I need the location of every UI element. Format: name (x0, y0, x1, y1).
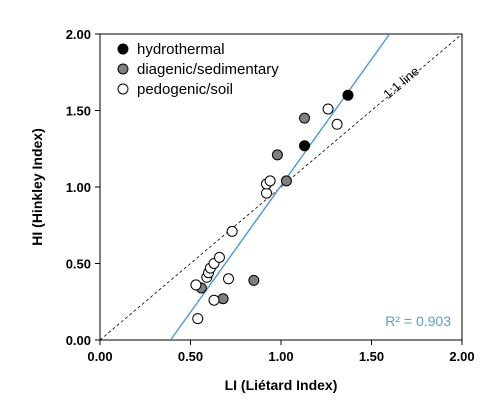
legend-marker (117, 83, 129, 95)
data-point (331, 118, 343, 130)
data-point (271, 149, 283, 161)
data-point (280, 175, 292, 187)
axis-ticks: 0.00 0.50 1.00 1.50 2.00 0.00 0.50 1.00 1.50 2.00 (66, 27, 475, 364)
data-point (261, 187, 273, 199)
y-tick-label: 0.00 (66, 333, 91, 348)
data-point (223, 273, 235, 285)
x-tick-label: 0.00 (87, 349, 112, 364)
legend-label: hydrothermal (137, 41, 225, 58)
data-point (208, 294, 220, 306)
data-points (190, 89, 354, 325)
data-point (299, 140, 311, 152)
legend-marker (117, 43, 129, 55)
legend-marker (117, 63, 129, 75)
data-point (299, 112, 311, 124)
data-point (213, 251, 225, 263)
x-tick-label: 1.50 (359, 349, 384, 364)
trend-lines (100, 34, 462, 340)
regression-line (169, 34, 391, 340)
x-axis-title: LI (Liétard Index) (225, 377, 338, 393)
x-tick-label: 2.00 (449, 349, 474, 364)
data-point (264, 175, 276, 187)
data-point (217, 293, 229, 305)
data-point (342, 89, 354, 101)
y-tick-label: 1.00 (66, 180, 91, 195)
legend-label: pedogenic/soil (137, 81, 233, 98)
data-point (192, 313, 204, 325)
data-point (226, 225, 238, 237)
r-squared-label: R² = 0.903 (385, 313, 451, 329)
legend: hydrothermal diagenic/sedimentary pedogeni… (117, 41, 279, 98)
y-axis-title: HI (Hinkley Index) (29, 128, 45, 245)
y-tick-label: 1.50 (66, 104, 91, 119)
data-point (322, 103, 334, 115)
y-tick-label: 2.00 (66, 27, 91, 42)
data-point (248, 274, 260, 286)
y-tick-label: 0.50 (66, 257, 91, 272)
x-tick-label: 1.00 (268, 349, 293, 364)
x-tick-label: 0.50 (178, 349, 203, 364)
data-point (190, 279, 202, 291)
legend-label: diagenic/sedimentary (137, 61, 279, 78)
